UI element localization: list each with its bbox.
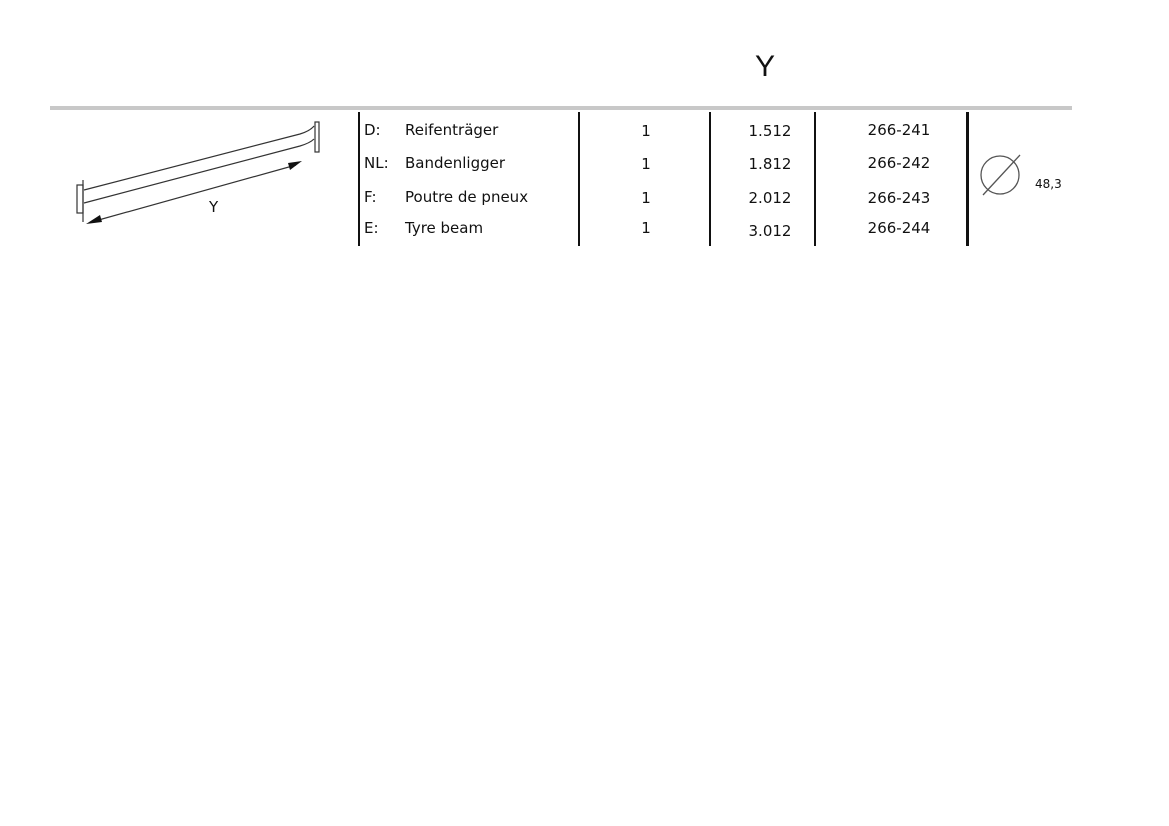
column-divider bbox=[709, 112, 711, 246]
diameter-icon bbox=[980, 154, 1021, 196]
header-divider bbox=[50, 106, 1072, 110]
length: 1.512 bbox=[748, 122, 792, 140]
quantity: 1 bbox=[641, 219, 651, 237]
quantity: 1 bbox=[641, 155, 651, 173]
dimension-label: Y bbox=[208, 198, 219, 216]
beam-tube-bottom bbox=[83, 138, 315, 204]
article-code: 266-242 bbox=[867, 154, 931, 172]
length: 3.012 bbox=[748, 222, 792, 240]
item-name: Poutre de pneux bbox=[405, 188, 529, 206]
length: 2.012 bbox=[748, 189, 792, 207]
item-name: Reifenträger bbox=[405, 121, 499, 139]
language-code: E: bbox=[364, 219, 379, 237]
item-name: Tyre beam bbox=[405, 219, 484, 237]
language-code: D: bbox=[364, 121, 381, 139]
page-title: Y bbox=[754, 50, 775, 83]
beam-tube-top bbox=[83, 125, 315, 191]
beam-right-end-plate bbox=[314, 121, 320, 153]
beam-left-end-plate bbox=[76, 184, 84, 214]
diameter-value: 48,3 bbox=[1035, 177, 1062, 191]
article-code: 266-244 bbox=[867, 219, 931, 237]
item-name: Bandenligger bbox=[405, 154, 506, 172]
arrow-left bbox=[86, 215, 102, 224]
column-divider bbox=[814, 112, 816, 246]
column-divider bbox=[966, 112, 969, 246]
arrow-right bbox=[288, 161, 302, 170]
quantity: 1 bbox=[641, 122, 651, 140]
language-code: F: bbox=[364, 188, 377, 206]
quantity: 1 bbox=[641, 189, 651, 207]
language-code: NL: bbox=[364, 154, 389, 172]
article-code: 266-243 bbox=[867, 189, 931, 207]
dimension-line bbox=[94, 164, 297, 222]
tyre-beam-drawing: Y bbox=[76, 121, 320, 224]
column-divider bbox=[358, 112, 360, 246]
column-divider bbox=[578, 112, 580, 246]
length: 1.812 bbox=[748, 155, 792, 173]
article-code: 266-241 bbox=[867, 121, 931, 139]
